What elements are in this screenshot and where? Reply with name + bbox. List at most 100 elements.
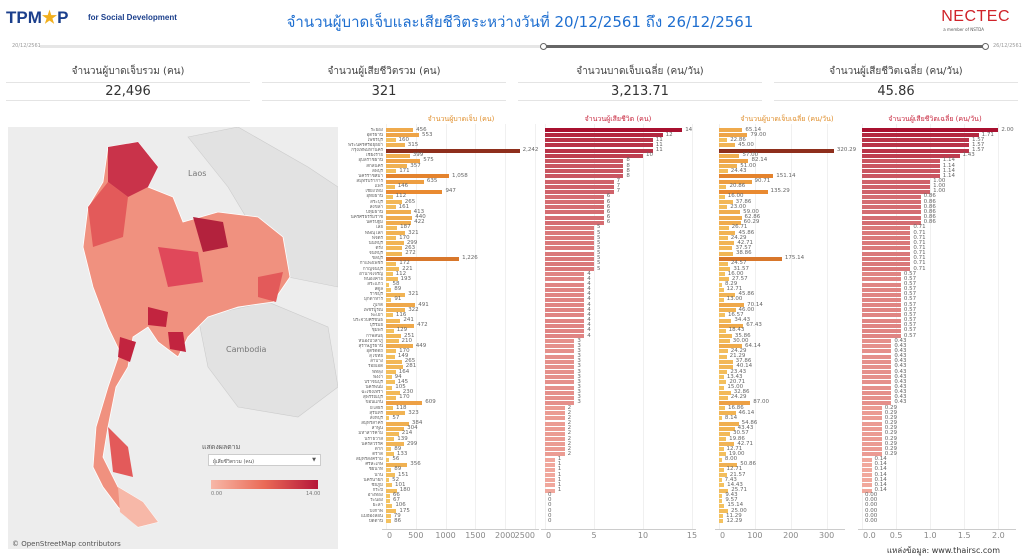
bar[interactable]	[545, 210, 604, 215]
bar[interactable]	[862, 421, 882, 426]
bar[interactable]	[545, 334, 585, 338]
bar[interactable]	[719, 323, 744, 328]
bar[interactable]	[719, 143, 736, 148]
bar[interactable]	[545, 189, 614, 194]
bar[interactable]	[862, 416, 882, 421]
bar[interactable]	[719, 231, 736, 235]
bar[interactable]	[386, 498, 390, 503]
bar[interactable]	[386, 364, 403, 369]
bar[interactable]	[719, 370, 728, 375]
thailand-choropleth[interactable]	[8, 127, 338, 549]
bar[interactable]	[719, 169, 728, 174]
bar[interactable]	[719, 431, 730, 436]
bar[interactable]	[386, 328, 394, 333]
bar[interactable]	[719, 241, 735, 246]
bar[interactable]	[862, 215, 921, 220]
bar[interactable]	[719, 251, 733, 256]
bar[interactable]	[719, 308, 736, 313]
bar[interactable]	[862, 483, 872, 488]
bar[interactable]	[386, 483, 393, 488]
bar[interactable]	[862, 380, 892, 385]
bar[interactable]	[719, 313, 725, 318]
bar[interactable]	[386, 431, 399, 436]
bar[interactable]	[719, 400, 751, 405]
bar[interactable]	[386, 426, 405, 431]
bar[interactable]	[386, 148, 520, 153]
bar[interactable]	[719, 297, 724, 302]
province-chiang-rai[interactable]	[108, 142, 158, 197]
bar[interactable]	[862, 225, 911, 230]
bar[interactable]	[719, 303, 745, 308]
bar[interactable]	[545, 313, 585, 318]
bar[interactable]	[862, 220, 921, 225]
bar[interactable]	[386, 323, 415, 328]
bar[interactable]	[386, 282, 390, 287]
bar[interactable]	[719, 416, 722, 421]
province-nakhon-ratchasima[interactable]	[158, 247, 203, 287]
bar[interactable]	[545, 272, 585, 277]
bar[interactable]	[862, 189, 931, 194]
bar[interactable]	[719, 210, 741, 215]
bar[interactable]	[545, 205, 604, 210]
province-map[interactable]: Laos Cambodia	[8, 127, 338, 549]
province-bangkok[interactable]	[148, 307, 168, 327]
province-deep-south[interactable]	[118, 487, 158, 527]
thailand-provinces[interactable]	[82, 141, 291, 528]
bar[interactable]	[719, 483, 725, 488]
bar[interactable]	[862, 344, 892, 349]
bar[interactable]	[545, 359, 575, 364]
bar[interactable]	[386, 421, 409, 426]
bar[interactable]	[719, 236, 728, 241]
bar[interactable]	[386, 261, 397, 266]
bar[interactable]	[719, 359, 733, 364]
bar[interactable]	[386, 385, 393, 390]
bar[interactable]	[386, 184, 395, 189]
bar[interactable]	[386, 509, 397, 514]
bar[interactable]	[862, 359, 892, 364]
bar[interactable]	[545, 395, 575, 400]
bar[interactable]	[386, 488, 397, 493]
bar[interactable]	[719, 179, 752, 184]
bar[interactable]	[386, 416, 390, 421]
bar[interactable]	[719, 205, 728, 210]
bar[interactable]	[545, 437, 565, 441]
bar[interactable]	[862, 256, 911, 261]
bar[interactable]	[386, 303, 416, 308]
bar[interactable]	[386, 236, 397, 241]
bar[interactable]	[545, 179, 614, 184]
bar[interactable]	[862, 437, 882, 441]
bar[interactable]	[862, 431, 882, 436]
bar[interactable]	[545, 282, 585, 287]
bar[interactable]	[386, 503, 393, 508]
bar[interactable]	[545, 354, 575, 359]
bar[interactable]	[862, 164, 940, 169]
bar[interactable]	[386, 225, 398, 230]
bar[interactable]	[719, 380, 727, 385]
bar[interactable]	[545, 473, 555, 478]
bar[interactable]	[386, 411, 406, 416]
bar[interactable]	[386, 133, 419, 138]
bar[interactable]	[862, 205, 921, 210]
bar[interactable]	[719, 478, 722, 483]
bar[interactable]	[719, 426, 735, 431]
bar[interactable]	[719, 385, 725, 390]
bar[interactable]	[719, 174, 774, 179]
bar[interactable]	[719, 488, 729, 493]
bar[interactable]	[545, 400, 575, 405]
bar[interactable]	[386, 158, 421, 163]
bar[interactable]	[386, 267, 400, 272]
bar[interactable]	[545, 328, 585, 333]
bar[interactable]	[719, 375, 724, 380]
bar[interactable]	[386, 210, 411, 215]
bar[interactable]	[862, 277, 901, 282]
province-nakhon-si-thammarat[interactable]	[108, 427, 133, 477]
bar[interactable]	[862, 153, 960, 158]
bar[interactable]	[862, 251, 911, 256]
bar[interactable]	[386, 292, 406, 297]
bar[interactable]	[545, 323, 585, 328]
bar[interactable]	[719, 503, 725, 508]
legend-metric-dropdown[interactable]: ผู้เสียชีวิตรวม (คน) ▼	[208, 454, 321, 466]
bar[interactable]	[545, 169, 624, 174]
bar[interactable]	[545, 267, 594, 272]
bar[interactable]	[545, 236, 594, 241]
